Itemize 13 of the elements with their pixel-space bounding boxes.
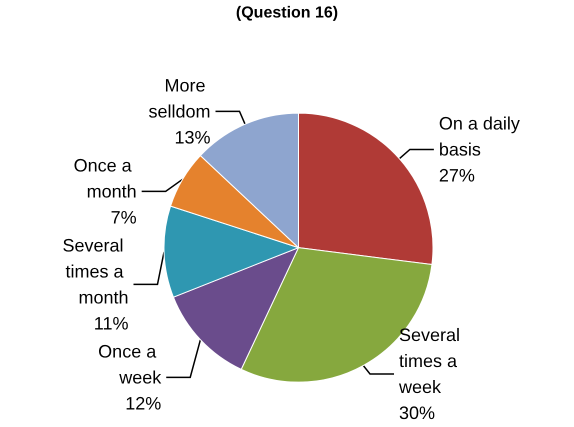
chart-title: (Question 16) [236,4,338,22]
slice-label: Once a week [98,341,162,388]
data-label: 7% [110,207,137,228]
slice-label: Several times a week [398,325,466,397]
data-label: 30% [399,403,436,423]
data-label: 27% [438,165,475,186]
slice-label: Once a month [74,155,137,202]
data-label: 11% [94,313,128,334]
data-label: 13% [174,127,210,148]
data-label: 12% [125,393,162,414]
slice-label: More selldom [148,75,210,122]
slice-label: On a daily basis [438,113,525,160]
slice-label: Several times a month [62,235,128,308]
